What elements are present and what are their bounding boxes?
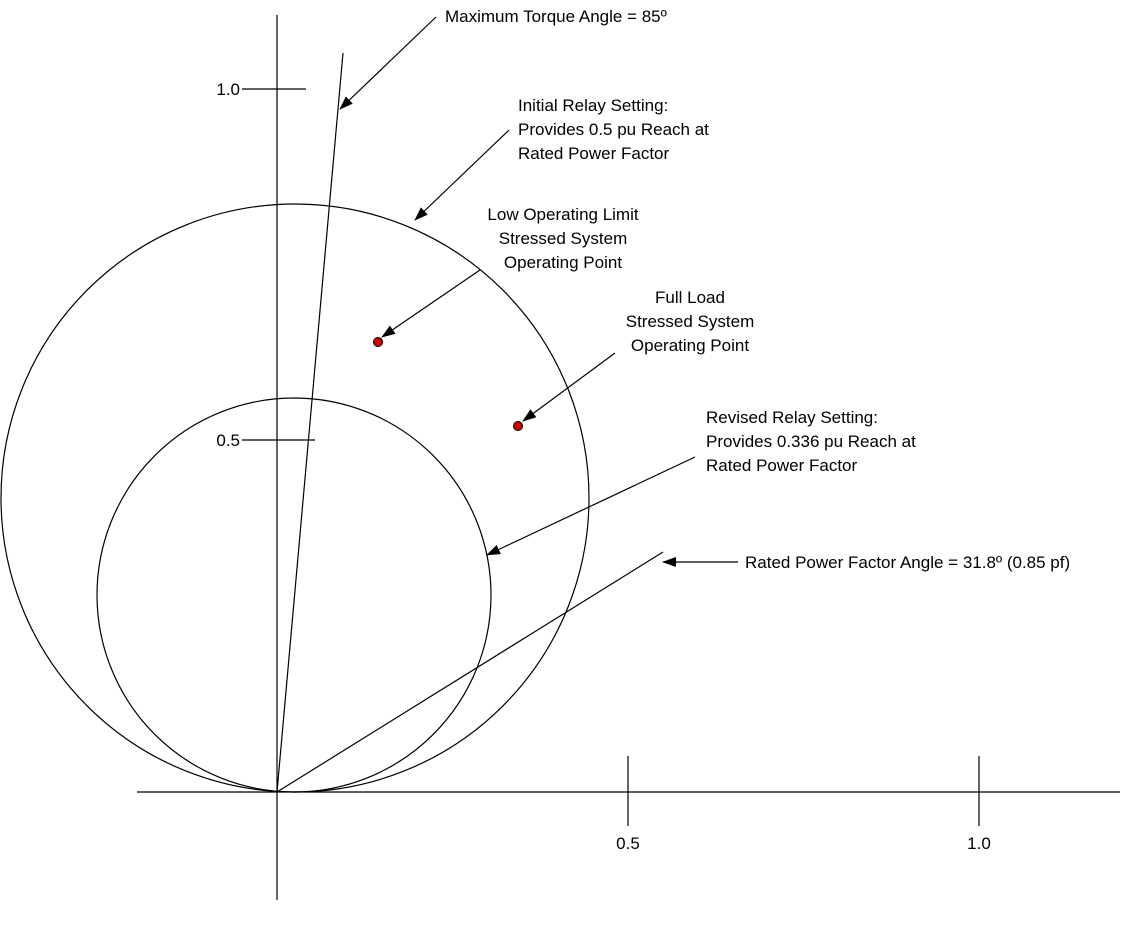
initial-relay-line-3: Rated Power Factor [518,144,670,163]
max-torque-label: Maximum Torque Angle = 85º [445,7,667,26]
revised-relay-line-1: Revised Relay Setting: [706,408,878,427]
initial-relay-label: Initial Relay Setting: Provides 0.5 pu R… [518,96,709,163]
revised-relay-line-3: Rated Power Factor [706,456,858,475]
low-limit-arrow [381,269,481,338]
initial-relay-line-2: Provides 0.5 pu Reach at [518,120,709,139]
full-load-line-1: Full Load [655,288,725,307]
initial-relay-line-1: Initial Relay Setting: [518,96,668,115]
revised-relay-circle [96,397,492,793]
full-load-point [513,421,523,431]
full-load-arrow [522,352,616,422]
revised-relay-arrow [486,456,696,556]
low-limit-line-1: Low Operating Limit [487,205,638,224]
full-load-label: Full Load Stressed System Operating Poin… [626,288,755,355]
initial-relay-circle [0,203,590,793]
revised-relay-label: Revised Relay Setting: Provides 0.336 pu… [706,408,916,475]
y-tick-label-1: 1.0 [216,80,240,99]
rated-pf-line [276,551,664,793]
x-tick-label-1: 1.0 [967,834,991,853]
revised-relay-line-2: Provides 0.336 pu Reach at [706,432,916,451]
initial-relay-arrow [414,129,510,221]
max-torque-line [276,52,344,793]
low-limit-line-3: Operating Point [504,253,622,272]
y-tick-label-0-5: 0.5 [216,431,240,450]
low-limit-point [373,337,383,347]
x-tick-label-0-5: 0.5 [616,834,640,853]
low-limit-label: Low Operating Limit Stressed System Oper… [487,205,638,272]
max-torque-arrow [339,16,437,110]
low-limit-line-2: Stressed System [499,229,628,248]
rated-pf-label: Rated Power Factor Angle = 31.8º (0.85 p… [745,553,1070,572]
full-load-line-3: Operating Point [631,336,749,355]
full-load-line-2: Stressed System [626,312,755,331]
